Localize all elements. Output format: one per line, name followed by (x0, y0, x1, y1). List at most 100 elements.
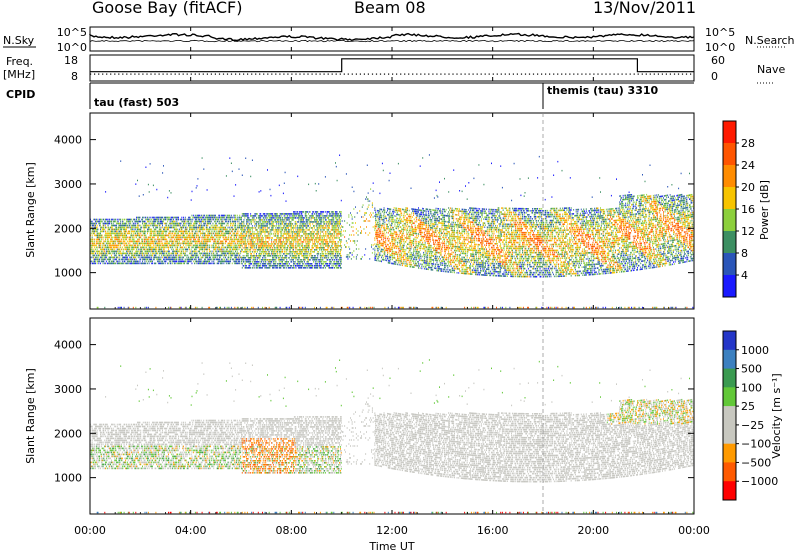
range-cell (239, 226, 241, 229)
range-cell (141, 242, 143, 245)
range-cell (239, 214, 241, 217)
range-cell (105, 236, 107, 239)
range-cell (237, 218, 239, 221)
range-cell (271, 223, 273, 225)
range-cell (191, 230, 193, 233)
range-cell (215, 228, 217, 231)
range-cell (263, 219, 265, 221)
range-cell (263, 255, 265, 257)
range-cell (120, 220, 122, 223)
range-cell (183, 250, 184, 253)
range-cell (169, 238, 171, 241)
range-cell (182, 234, 184, 237)
range-cell (152, 184, 154, 187)
range-cell (230, 244, 232, 247)
range-cell (102, 242, 104, 245)
range-cell (91, 260, 93, 263)
range-cell (256, 249, 258, 251)
range-cell (156, 240, 158, 243)
range-cell (164, 218, 166, 221)
range-cell (313, 225, 314, 227)
range-cell (312, 227, 314, 229)
range-cell (149, 228, 151, 231)
range-cell (140, 246, 142, 249)
range-cell (118, 254, 120, 257)
range-cell (209, 252, 210, 255)
range-cell (271, 253, 273, 255)
range-cell (225, 230, 227, 233)
range-cell (127, 218, 129, 221)
range-cell (171, 232, 173, 235)
range-cell (178, 250, 180, 253)
range-cell (305, 257, 307, 259)
range-cell (159, 232, 161, 235)
range-cell (163, 256, 165, 259)
range-cell (163, 254, 164, 257)
range-cell (169, 246, 171, 249)
range-cell (154, 230, 156, 233)
range-cell (155, 228, 157, 231)
range-cell (200, 232, 202, 235)
range-cell (91, 242, 93, 245)
range-cell (230, 248, 231, 251)
range-cell (299, 247, 301, 249)
range-cell (246, 251, 248, 253)
range-cell (175, 230, 177, 233)
range-cell (186, 250, 188, 253)
range-cell (230, 236, 231, 239)
range-cell (219, 230, 221, 233)
range-cell (269, 237, 271, 239)
range-cell (215, 230, 217, 233)
range-cell (212, 224, 214, 227)
range-cell (140, 248, 142, 251)
range-cell (142, 232, 144, 235)
range-cell (198, 236, 200, 239)
range-cell (275, 251, 277, 253)
range-cell (277, 243, 279, 245)
range-cell (269, 188, 271, 191)
range-cell (175, 218, 177, 221)
range-cell (96, 252, 98, 255)
range-cell (191, 228, 193, 231)
range-cell (245, 243, 247, 245)
range-cell (151, 254, 153, 257)
range-cell (268, 259, 270, 261)
range-cell (303, 259, 305, 261)
range-cell (304, 241, 306, 243)
range-cell (251, 231, 253, 233)
range-cell (102, 228, 104, 231)
range-cell (184, 230, 185, 233)
range-cell (204, 246, 205, 249)
range-cell (187, 262, 189, 265)
range-cell (95, 220, 97, 223)
range-cell (238, 246, 240, 249)
range-cell (303, 251, 305, 253)
range-cell (189, 252, 191, 255)
range-cell (111, 220, 112, 223)
range-cell (277, 263, 278, 265)
range-cell (170, 262, 172, 265)
range-cell (277, 247, 278, 249)
range-cell (310, 263, 312, 265)
range-cell (241, 237, 243, 239)
range-cell (286, 233, 288, 235)
range-cell (135, 252, 137, 255)
range-cell (239, 258, 241, 261)
range-cell (201, 306, 203, 309)
range-cell (306, 221, 308, 223)
range-cell (221, 244, 223, 247)
range-cell (208, 262, 210, 265)
range-cell (267, 259, 268, 261)
range-cell (309, 263, 311, 265)
range-cell (305, 229, 307, 231)
range-cell (276, 217, 278, 219)
range-cell (241, 213, 243, 215)
range-cell (207, 256, 209, 259)
range-cell (171, 242, 173, 245)
range-cell (119, 240, 121, 243)
range-cell (286, 225, 288, 227)
range-cell (233, 252, 235, 255)
range-cell (146, 306, 148, 309)
range-cell (216, 254, 218, 257)
range-cell (133, 254, 135, 257)
